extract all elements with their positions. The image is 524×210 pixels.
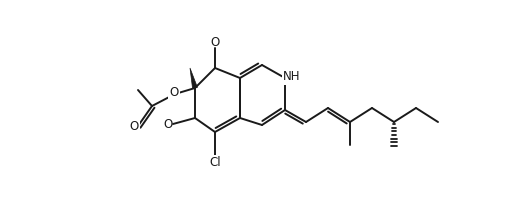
Text: NH: NH (283, 71, 301, 84)
Text: O: O (163, 118, 172, 130)
Text: O: O (169, 87, 179, 100)
Text: O: O (210, 37, 220, 50)
Polygon shape (190, 68, 198, 89)
Text: Cl: Cl (209, 156, 221, 169)
Text: O: O (129, 121, 139, 134)
